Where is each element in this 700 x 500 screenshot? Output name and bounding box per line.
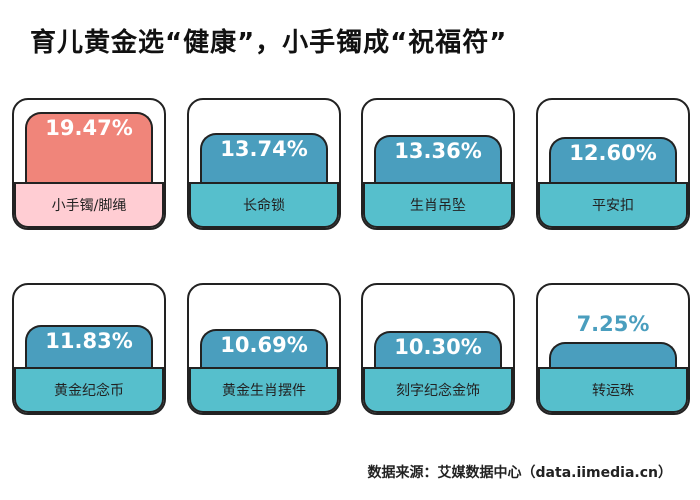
- bar-value-label: 10.69%: [220, 333, 308, 357]
- bar-value-label: 13.74%: [220, 137, 308, 161]
- category-label: 生肖吊坠: [363, 182, 513, 228]
- bar: [200, 133, 328, 184]
- bar-card: 10.30% 刻字纪念金饰: [361, 283, 515, 415]
- bar-card: 12.60% 平安扣: [536, 98, 690, 230]
- bar: [200, 329, 328, 369]
- data-source: 数据来源：艾媒数据中心（data.iimedia.cn）: [367, 465, 672, 481]
- bar: [549, 342, 677, 369]
- category-label: 刻字纪念金饰: [363, 367, 513, 413]
- category-label: 长命锁: [189, 182, 339, 228]
- bar-value-label: 10.30%: [394, 335, 482, 359]
- bar-card: 13.74% 长命锁: [187, 98, 341, 230]
- bar: [25, 112, 153, 184]
- chart-title: 育儿黄金选“健康”，小手镯成“祝福符”: [30, 28, 508, 58]
- category-label: 小手镯/脚绳: [14, 182, 164, 228]
- bar-value-label: 19.47%: [45, 116, 133, 140]
- category-label: 黄金纪念币: [14, 367, 164, 413]
- bar-value-label: 13.36%: [394, 139, 482, 163]
- bar-card: 11.83% 黄金纪念币: [12, 283, 166, 415]
- bar: [25, 325, 153, 369]
- bar: [374, 331, 502, 369]
- bar-card: 7.25% 转运珠: [536, 283, 690, 415]
- bar-card: 19.47% 小手镯/脚绳: [12, 98, 166, 230]
- category-label: 平安扣: [538, 182, 688, 228]
- bar-card: 13.36% 生肖吊坠: [361, 98, 515, 230]
- category-label: 黄金生肖摆件: [189, 367, 339, 413]
- bar-card: 10.69% 黄金生肖摆件: [187, 283, 341, 415]
- bar-value-label: 12.60%: [569, 141, 657, 165]
- category-label: 转运珠: [538, 367, 688, 413]
- bar: [549, 137, 677, 184]
- bar-value-label: 11.83%: [45, 329, 133, 353]
- bar-value-label: 7.25%: [576, 312, 650, 336]
- bar: [374, 135, 502, 184]
